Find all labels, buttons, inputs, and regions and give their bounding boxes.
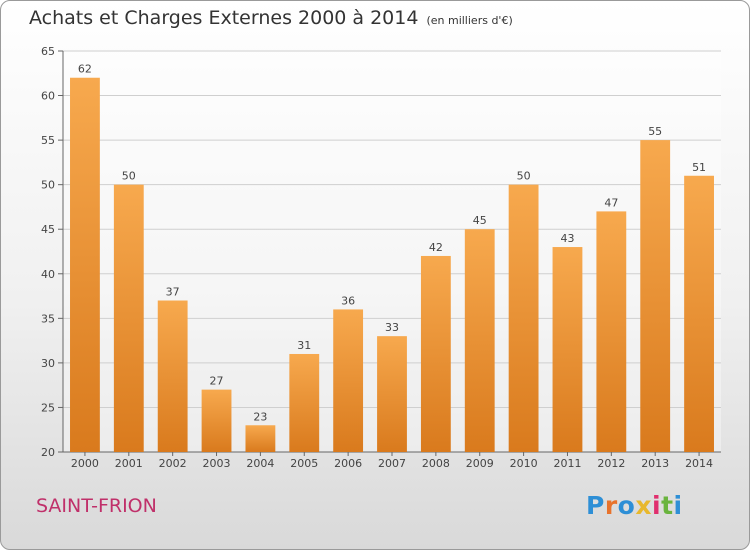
y-tick-label: 20 (41, 446, 55, 459)
y-tick-label: 45 (41, 223, 55, 236)
proxiti-logo: Proxiti (586, 491, 683, 520)
bar (508, 184, 539, 452)
x-tick-label: 2013 (641, 457, 669, 470)
bar (684, 175, 714, 452)
x-tick-label: 2010 (510, 457, 538, 470)
y-tick-label: 40 (41, 268, 55, 281)
bar-value-label: 50 (122, 170, 136, 183)
x-tick-label: 2012 (597, 457, 625, 470)
bar (201, 389, 232, 452)
x-tick-label: 2014 (685, 457, 713, 470)
x-tick-label: 2008 (422, 457, 450, 470)
bar-value-label: 45 (473, 214, 487, 227)
bar-value-label: 36 (341, 294, 355, 307)
x-tick-label: 2001 (115, 457, 143, 470)
x-tick-label: 2004 (246, 457, 274, 470)
place-name: SAINT-FRION (36, 495, 157, 517)
bar-value-label: 37 (166, 286, 180, 299)
chart-title: Achats et Charges Externes 2000 à 2014 (e… (29, 7, 513, 29)
y-tick-label: 60 (41, 90, 55, 103)
x-tick-label: 2005 (290, 457, 318, 470)
bar (245, 425, 276, 452)
y-tick-label: 25 (41, 401, 55, 414)
bar (157, 300, 188, 452)
bar-value-label: 47 (604, 196, 618, 209)
chart-title-text: Achats et Charges Externes 2000 à 2014 (29, 7, 419, 29)
logo-letter: x (635, 491, 652, 520)
bar-value-label: 43 (560, 232, 574, 245)
x-tick-label: 2002 (159, 457, 187, 470)
bar-value-label: 31 (297, 339, 311, 352)
bar (596, 211, 627, 452)
bar (552, 247, 583, 452)
bar-value-label: 55 (648, 125, 662, 138)
logo-letter: i (652, 491, 662, 520)
x-tick-label: 2011 (553, 457, 581, 470)
bar-value-label: 23 (253, 410, 267, 423)
bar (640, 140, 671, 452)
chart-unit: (en milliers d'€) (426, 14, 513, 27)
y-tick-label: 35 (41, 312, 55, 325)
y-tick-label: 55 (41, 134, 55, 147)
x-tick-label: 2009 (466, 457, 494, 470)
bar (70, 77, 100, 452)
y-tick-label: 30 (41, 357, 55, 370)
x-tick-label: 2000 (71, 457, 99, 470)
logo-letter: r (604, 491, 618, 520)
logo-letter: o (617, 491, 636, 520)
bar (289, 353, 320, 452)
logo-letter: P (586, 491, 605, 520)
bar-value-label: 27 (210, 375, 224, 388)
logo-letter: t (661, 491, 674, 520)
y-tick-label: 65 (41, 45, 55, 58)
bar (333, 309, 364, 452)
x-tick-label: 2007 (378, 457, 406, 470)
logo-letter: i (673, 491, 683, 520)
bar-value-label: 50 (517, 170, 531, 183)
x-tick-label: 2006 (334, 457, 362, 470)
bar (113, 184, 144, 452)
y-tick-label: 50 (41, 179, 55, 192)
x-tick-label: 2003 (203, 457, 231, 470)
bar-value-label: 62 (78, 63, 92, 76)
bar-value-label: 42 (429, 241, 443, 254)
bar-value-label: 33 (385, 321, 399, 334)
bar-value-label: 51 (692, 161, 706, 174)
bar (377, 336, 407, 452)
bar (464, 229, 495, 452)
bar (420, 255, 451, 452)
